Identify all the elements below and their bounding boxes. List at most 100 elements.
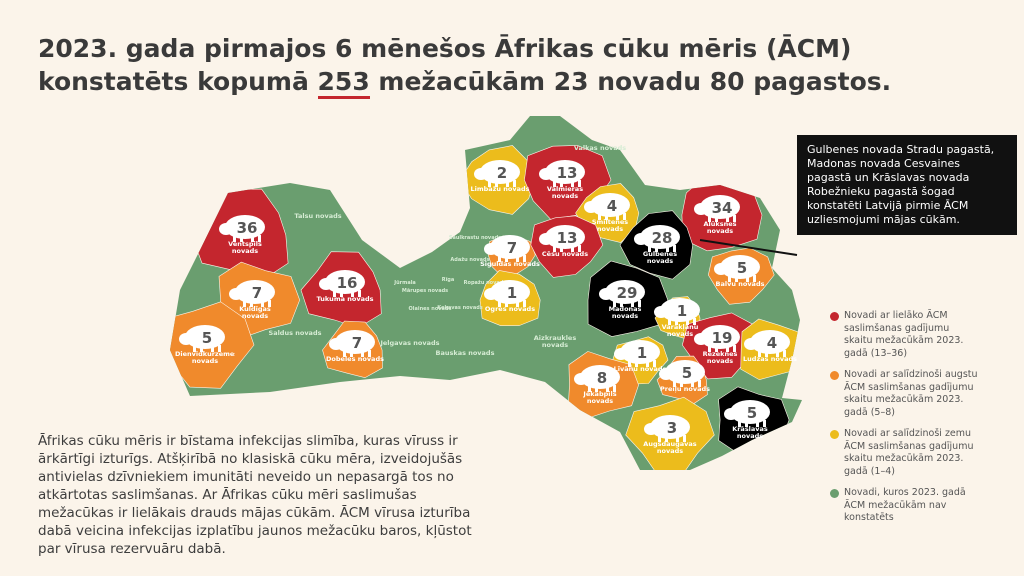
boar-leg: [516, 300, 519, 307]
boar-head: [744, 338, 758, 350]
boar-leg: [631, 300, 634, 307]
legend-item: Novadi ar salīdzinoši zemu ĀCM saslimšan…: [830, 428, 980, 478]
boar-leg: [616, 213, 619, 220]
title-number: 253: [317, 67, 370, 99]
boar-leg: [333, 290, 336, 297]
boar-leg: [673, 245, 676, 252]
boar-icon: [490, 235, 530, 259]
region-name: Krāslavas novads: [732, 426, 768, 440]
legend: Novadi ar lielāko ĀCM saslimšanas gadīju…: [830, 310, 980, 534]
region-name: Līvānu novads: [613, 366, 667, 373]
boar-leg: [655, 245, 658, 252]
boar-head: [654, 306, 668, 318]
region-label-box: Bauskas novads: [436, 350, 495, 357]
case-count: 7: [252, 284, 262, 302]
boar-icon: [620, 340, 660, 364]
region-name: Limbažu novads: [470, 186, 530, 193]
region-label-box: Jelgavas novads: [380, 340, 439, 347]
boar-icon: [235, 280, 275, 304]
labels: 36 Ventspils novads Talsu novads 7 Kuldīgas …: [175, 145, 797, 455]
region-label-box: Rīga: [441, 277, 455, 283]
boar-leg: [675, 318, 678, 325]
region-name: Preiļu novads: [660, 386, 710, 393]
boar-head: [694, 333, 708, 345]
region-name: Gulbenes novads: [642, 251, 678, 265]
boar-leg: [726, 215, 729, 222]
boar-leg: [340, 290, 343, 297]
boar-leg: [595, 385, 598, 392]
region-label-box: Siguldas novads: [480, 261, 540, 268]
region-label-box: Krāslavas novads: [732, 426, 768, 440]
boar-head: [179, 333, 193, 345]
boar-leg: [498, 255, 501, 262]
boar-icon: [185, 325, 225, 349]
region-label-box: Cēsu novads: [542, 251, 588, 258]
boar-head: [319, 278, 333, 290]
boar-head: [714, 263, 728, 275]
legend-label: Novadi ar salīdzinoši augstu ĀCM saslimš…: [844, 369, 978, 418]
boar-icon: [490, 280, 530, 304]
region-label-box: Preiļu novads: [660, 386, 710, 393]
boar-leg: [733, 215, 736, 222]
callout: Gulbenes novada Stradu pagastā, Madonas …: [797, 135, 1017, 235]
boar-icon: [545, 225, 585, 249]
region-name: Dienvidkurzemes novads: [175, 351, 235, 365]
region-label-box: Rēzeknes novads: [703, 351, 738, 365]
case-count: 28: [652, 229, 673, 247]
region-name: Rīga: [441, 277, 455, 283]
boar-head: [219, 223, 233, 235]
boar-leg: [571, 245, 574, 252]
boar-leg: [343, 350, 346, 357]
callout-pointer: [699, 239, 798, 256]
boar-head: [229, 288, 243, 300]
boar-leg: [523, 300, 526, 307]
boar-icon: [325, 270, 365, 294]
boar-leg: [513, 180, 516, 187]
boar-leg: [553, 245, 556, 252]
boar-icon: [480, 160, 520, 184]
region-label-box: Ķekavas novads: [437, 305, 483, 311]
legend-swatch: [830, 312, 839, 321]
boar-leg: [613, 300, 616, 307]
legend-swatch: [830, 371, 839, 380]
region-label-box: Kuldīgas novads: [239, 306, 271, 320]
boar-leg: [505, 300, 508, 307]
boar-leg: [753, 275, 756, 282]
boar-leg: [648, 245, 651, 252]
boar-leg: [715, 345, 718, 352]
region-name: Saldus novads: [268, 330, 322, 337]
boar-leg: [250, 300, 253, 307]
boar-leg: [505, 255, 508, 262]
boar-leg: [746, 275, 749, 282]
region-name: Ropažu novads: [463, 280, 507, 286]
boar-leg: [261, 300, 264, 307]
boar-icon: [335, 330, 375, 354]
case-count: 5: [202, 329, 212, 347]
case-count: 7: [507, 239, 517, 257]
boar-leg: [233, 235, 236, 242]
boar-leg: [763, 420, 766, 427]
boar-icon: [750, 330, 790, 354]
region-name: Dobeles novads: [326, 356, 384, 363]
region-name: Ludzas novads: [743, 356, 797, 363]
region-label-box: Tukuma novads: [317, 296, 374, 303]
boar-leg: [613, 385, 616, 392]
case-count: 4: [767, 334, 777, 352]
case-count: 29: [617, 284, 638, 302]
legend-label: Novadi ar salīdzinoši zemu ĀCM saslimšan…: [844, 428, 974, 477]
boar-leg: [506, 180, 509, 187]
region-label-box: Balvu novads: [716, 281, 765, 288]
boar-leg: [735, 275, 738, 282]
region-name: Ogres novads: [484, 306, 536, 313]
case-count: 36: [237, 219, 258, 237]
boar-leg: [193, 345, 196, 352]
boar-leg: [728, 275, 731, 282]
boar-leg: [560, 245, 563, 252]
boar-leg: [698, 380, 701, 387]
region-name: Jēkabpils novads: [583, 391, 617, 405]
boar-icon: [225, 215, 265, 239]
region-label-box: Augšdaugavas novads: [643, 441, 696, 455]
region-name: Talsu novads: [294, 213, 342, 220]
